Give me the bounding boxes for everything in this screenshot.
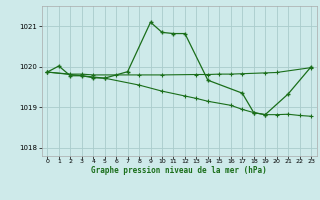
X-axis label: Graphe pression niveau de la mer (hPa): Graphe pression niveau de la mer (hPa)	[91, 166, 267, 175]
